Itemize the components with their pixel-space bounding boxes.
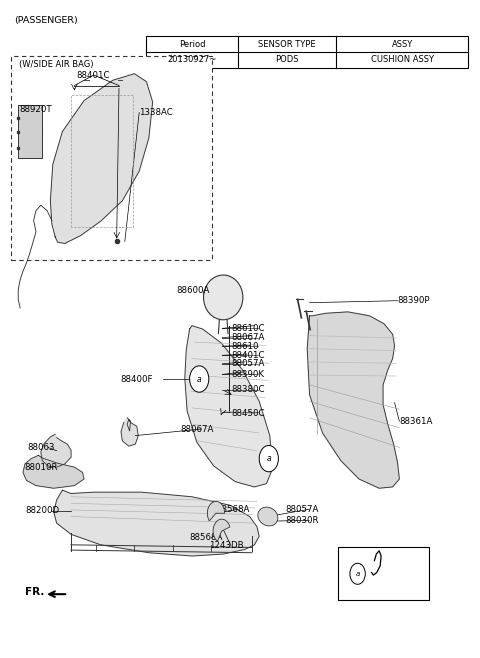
Polygon shape <box>307 312 399 488</box>
Text: a: a <box>266 454 271 463</box>
Text: 88030R: 88030R <box>285 516 319 525</box>
Text: SENSOR TYPE: SENSOR TYPE <box>258 39 316 49</box>
Text: 14915A: 14915A <box>382 569 415 578</box>
Ellipse shape <box>204 275 243 320</box>
Polygon shape <box>23 455 84 488</box>
Polygon shape <box>121 418 138 446</box>
Text: 88400F: 88400F <box>120 374 153 384</box>
Text: 88361A: 88361A <box>399 417 433 426</box>
Wedge shape <box>207 501 225 521</box>
Bar <box>18 105 42 158</box>
Circle shape <box>259 445 278 472</box>
Text: FR.: FR. <box>25 587 44 597</box>
Text: 88010R: 88010R <box>24 463 58 472</box>
Text: CUSHION ASSY: CUSHION ASSY <box>371 55 433 64</box>
Text: 88067A: 88067A <box>180 424 214 434</box>
Text: 88401C: 88401C <box>77 70 110 80</box>
Text: a: a <box>356 570 360 577</box>
Circle shape <box>350 563 365 584</box>
Bar <box>11 56 212 260</box>
Polygon shape <box>50 74 153 243</box>
Text: 20130927~: 20130927~ <box>168 55 217 64</box>
Text: 88401C: 88401C <box>231 351 265 360</box>
Text: PODS: PODS <box>276 55 299 64</box>
Polygon shape <box>41 434 71 467</box>
Polygon shape <box>185 326 273 487</box>
Text: 88057A: 88057A <box>285 505 319 514</box>
Ellipse shape <box>258 507 278 526</box>
Text: 88568A: 88568A <box>190 533 223 542</box>
Text: (W/SIDE AIR BAG): (W/SIDE AIR BAG) <box>19 60 94 69</box>
Text: 88200D: 88200D <box>25 506 59 515</box>
Text: (PASSENGER): (PASSENGER) <box>14 16 78 26</box>
Text: 88610C: 88610C <box>231 324 265 333</box>
Text: a: a <box>197 374 202 384</box>
Text: 1338AC: 1338AC <box>139 108 173 117</box>
Text: 88390K: 88390K <box>231 370 264 379</box>
Polygon shape <box>54 490 259 556</box>
Text: ASSY: ASSY <box>392 39 413 49</box>
Text: a: a <box>357 576 361 585</box>
Text: 88568A: 88568A <box>216 505 250 514</box>
Text: 88450C: 88450C <box>231 409 265 418</box>
Text: 88390P: 88390P <box>397 296 430 305</box>
Text: 88067A: 88067A <box>231 333 265 342</box>
Bar <box>146 36 468 68</box>
Text: 1243DB: 1243DB <box>209 541 244 550</box>
Text: 88920T: 88920T <box>19 105 52 114</box>
Bar <box>338 547 429 600</box>
Circle shape <box>190 366 209 392</box>
Text: Period: Period <box>179 39 205 49</box>
Wedge shape <box>213 519 230 542</box>
Text: 88057A: 88057A <box>231 359 265 368</box>
Circle shape <box>349 567 369 594</box>
Text: 88610: 88610 <box>231 342 259 351</box>
Text: 88600A: 88600A <box>177 286 210 295</box>
Text: 88063: 88063 <box>28 443 55 452</box>
Text: 88380C: 88380C <box>231 385 265 394</box>
